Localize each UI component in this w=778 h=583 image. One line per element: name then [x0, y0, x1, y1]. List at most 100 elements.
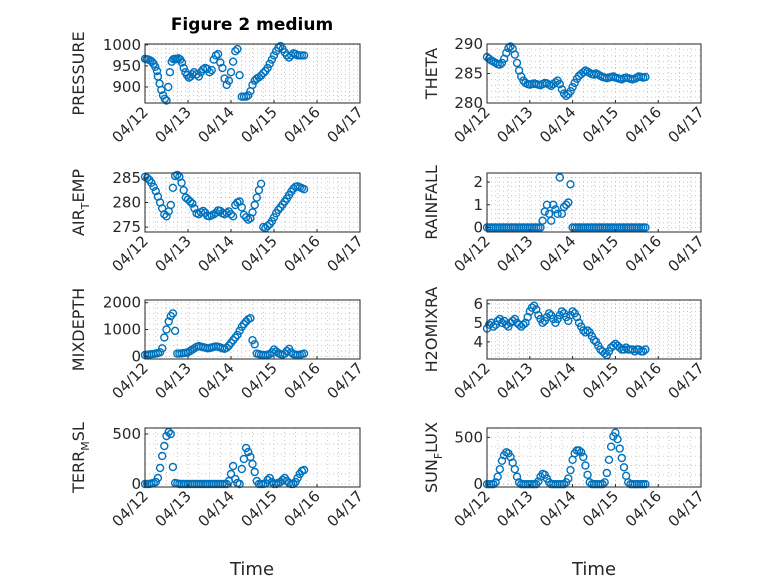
- plot-area: [144, 299, 361, 360]
- x-tick-label: 04/14: [536, 232, 579, 275]
- data-point: [291, 477, 300, 487]
- y-axis-label: RAINFALL: [422, 165, 441, 240]
- x-tick-label: 04/12: [109, 359, 152, 402]
- data-point: [151, 477, 161, 487]
- data-point: [604, 455, 614, 464]
- subplot-pressure: 900 950 1000 04/12 04/13 04/14 04/15 04/16 04/17…: [69, 31, 367, 146]
- data-point: [641, 345, 650, 354]
- subplot-sun-flux: 0 500 04/12 04/13 04/14 04/15 04/16 04/17 SUNFLU…: [422, 422, 708, 530]
- subplot-air-temp: 275 280 285 04/12 04/13 04/14 04/15 04/16 04/17 A…: [69, 169, 367, 276]
- data-series: [482, 428, 650, 489]
- data-point: [246, 314, 255, 323]
- data-point: [497, 318, 507, 327]
- x-tick-label: 04/16: [622, 359, 665, 402]
- data-point: [493, 472, 502, 481]
- data-point: [147, 178, 156, 188]
- x-tick-label: 04/17: [665, 232, 708, 275]
- data-point: [179, 185, 188, 195]
- x-tick-label: 04/13: [152, 359, 195, 402]
- data-point: [602, 468, 611, 478]
- data-point: [235, 70, 244, 80]
- data-point: [243, 91, 253, 100]
- data-point: [506, 42, 515, 51]
- x-tick-label: 04/15: [579, 359, 622, 402]
- data-point: [613, 435, 622, 444]
- y-tick-label: 900: [112, 78, 141, 96]
- data-point: [495, 465, 504, 474]
- axes-frame: [486, 427, 702, 488]
- x-tick-label: 04/13: [493, 232, 536, 275]
- plot-area: [144, 43, 361, 104]
- data-point: [239, 210, 249, 220]
- data-point: [299, 184, 309, 194]
- data-point: [237, 464, 247, 474]
- axes-frame: [486, 299, 702, 360]
- data-point: [149, 182, 158, 192]
- y-axis-label: TERRMSL: [69, 422, 92, 494]
- data-point: [564, 198, 573, 207]
- x-tick-label: 04/15: [238, 487, 281, 530]
- x-tick-label: 04/14: [536, 359, 579, 402]
- x-tick-label: 04/13: [493, 103, 536, 146]
- x-tick-label: 04/15: [579, 487, 622, 530]
- data-point: [205, 67, 214, 77]
- data-point: [269, 51, 279, 60]
- x-tick-label: 04/16: [281, 103, 324, 146]
- y-tick-label: 4: [473, 333, 483, 351]
- data-point: [570, 78, 579, 88]
- x-tick-label: 04/17: [665, 359, 708, 402]
- data-point: [157, 344, 167, 353]
- data-series: [140, 309, 309, 360]
- data-point: [243, 447, 253, 457]
- data-point: [185, 197, 195, 206]
- data-point: [162, 431, 171, 441]
- y-tick-label: 1000: [103, 321, 141, 339]
- data-point: [226, 469, 236, 479]
- subplot-rainfall: 0 1 2 04/12 04/13 04/14 04/15 04/16 04/17 RAINFAL…: [422, 165, 708, 275]
- x-tick-label: 04/14: [536, 103, 579, 146]
- data-point: [164, 317, 173, 326]
- data-point: [160, 333, 169, 342]
- data-point: [566, 180, 575, 189]
- x-tick-label: 04/17: [324, 232, 367, 275]
- data-point: [237, 203, 247, 212]
- data-point: [615, 444, 624, 453]
- x-tick-label: 04/17: [665, 103, 708, 146]
- y-axis-label: THETA: [422, 48, 441, 100]
- data-point: [157, 451, 167, 461]
- x-tick-label: 04/13: [493, 359, 536, 402]
- data-point: [641, 480, 650, 489]
- data-point: [228, 212, 238, 221]
- x-tick-label: 04/16: [622, 487, 665, 530]
- x-tick-label: 04/12: [451, 487, 494, 530]
- data-point: [551, 205, 560, 214]
- data-point: [207, 65, 216, 75]
- x-tick-label: 04/12: [109, 232, 152, 275]
- data-point: [489, 322, 498, 331]
- y-tick-label: 5: [473, 314, 483, 332]
- data-point: [263, 221, 272, 231]
- data-point: [192, 70, 201, 79]
- data-point: [152, 66, 162, 76]
- data-point: [248, 80, 257, 90]
- data-point: [564, 474, 573, 483]
- data-point: [256, 71, 266, 80]
- data-point: [263, 475, 272, 485]
- data-point: [284, 53, 294, 62]
- data-point: [577, 448, 586, 457]
- data-point: [547, 216, 556, 225]
- data-point: [271, 347, 281, 356]
- data-point: [534, 477, 543, 486]
- data-point: [248, 459, 257, 469]
- x-tick-label: 04/17: [324, 359, 367, 402]
- axes-frame: [144, 427, 361, 488]
- data-point: [162, 325, 171, 334]
- data-point: [562, 91, 571, 101]
- x-tick-label: 04/13: [152, 103, 195, 146]
- data-point: [574, 446, 584, 455]
- data-point: [519, 320, 528, 329]
- x-tick-label: 04/14: [195, 232, 238, 275]
- data-point: [213, 49, 223, 59]
- data-point: [589, 335, 599, 345]
